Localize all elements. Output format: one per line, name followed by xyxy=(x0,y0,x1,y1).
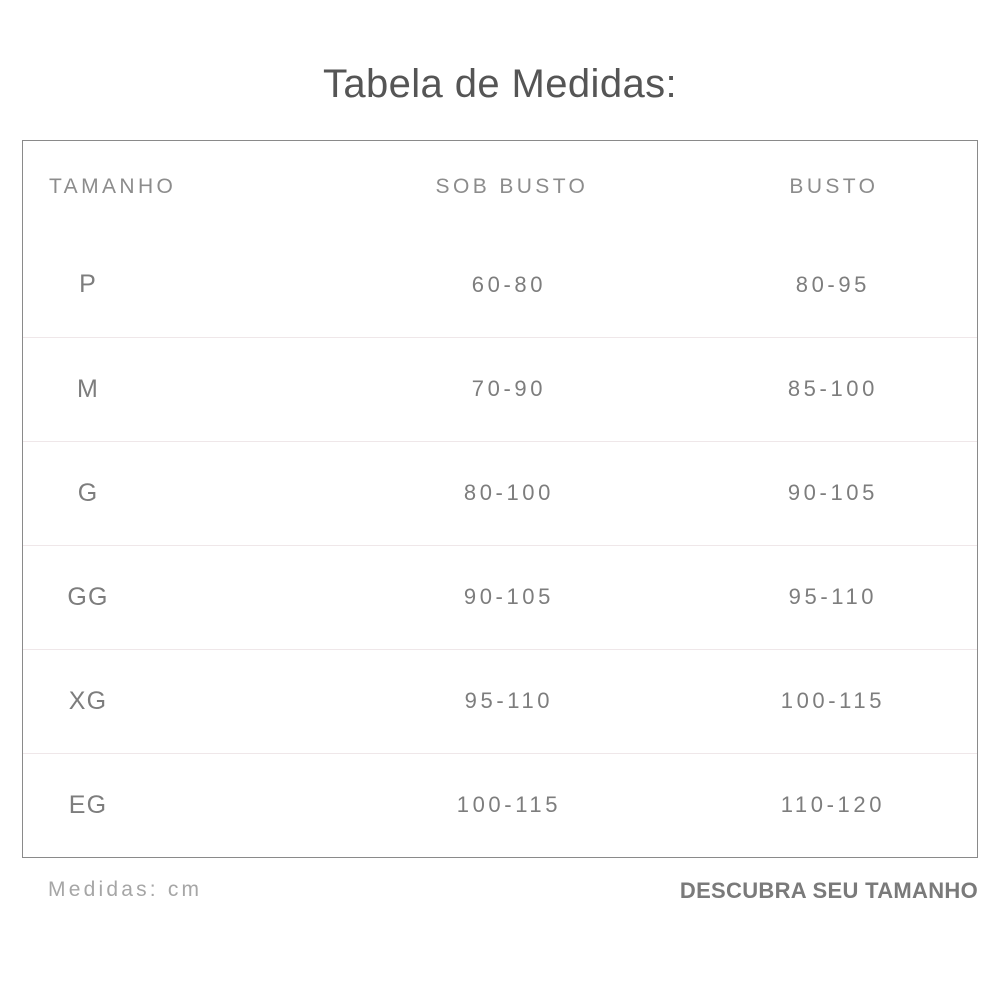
cell-sob-busto: 90-105 xyxy=(463,584,554,609)
page-title: Tabela de Medidas: xyxy=(322,62,678,106)
table-row: XG 95-110 100-115 xyxy=(23,649,977,753)
cell-sob-busto: 60-80 xyxy=(471,271,547,297)
table-row: GG 90-105 95-110 xyxy=(23,545,977,649)
cell-busto: 90-105 xyxy=(787,480,878,505)
cell-busto: 100-115 xyxy=(780,688,886,713)
cell-busto: 80-95 xyxy=(795,271,871,297)
table-footer: Medidas: cm DESCUBRA SEU TAMANHO xyxy=(22,878,978,918)
cell-size: G xyxy=(77,478,99,507)
cell-sob-busto: 100-115 xyxy=(456,792,562,818)
size-chart-table: TAMANHO SOB BUSTO BUSTO P 60-80 80-95 M … xyxy=(23,141,977,857)
table-body: P 60-80 80-95 M 70-90 85-100 G 80-100 90… xyxy=(23,233,977,857)
table-header: TAMANHO SOB BUSTO BUSTO xyxy=(23,141,977,233)
column-header-sob-busto: SOB BUSTO xyxy=(435,175,589,198)
cell-size: EG xyxy=(68,790,108,819)
unit-note: Medidas: cm xyxy=(48,878,203,901)
cell-size: P xyxy=(79,270,97,299)
cell-busto: 110-120 xyxy=(780,792,886,818)
column-header-busto: BUSTO xyxy=(789,175,879,198)
cell-sob-busto: 70-90 xyxy=(471,376,547,401)
cell-sob-busto: 95-110 xyxy=(464,688,554,713)
cell-size: M xyxy=(77,374,100,403)
size-chart-table-container: TAMANHO SOB BUSTO BUSTO P 60-80 80-95 M … xyxy=(22,140,978,858)
cell-busto: 85-100 xyxy=(787,376,878,401)
column-header-tamanho: TAMANHO xyxy=(49,175,177,198)
table-row: P 60-80 80-95 xyxy=(23,233,977,337)
cell-sob-busto: 80-100 xyxy=(463,480,554,505)
cell-size: XG xyxy=(68,686,108,715)
discover-your-size-cta[interactable]: DESCUBRA SEU TAMANHO xyxy=(679,878,978,903)
cell-size: GG xyxy=(67,582,109,611)
table-row: M 70-90 85-100 xyxy=(23,337,977,441)
table-row: EG 100-115 110-120 xyxy=(23,753,977,857)
table-row: G 80-100 90-105 xyxy=(23,441,977,545)
table-header-row: TAMANHO SOB BUSTO BUSTO xyxy=(23,141,977,233)
cell-busto: 95-110 xyxy=(788,584,878,609)
